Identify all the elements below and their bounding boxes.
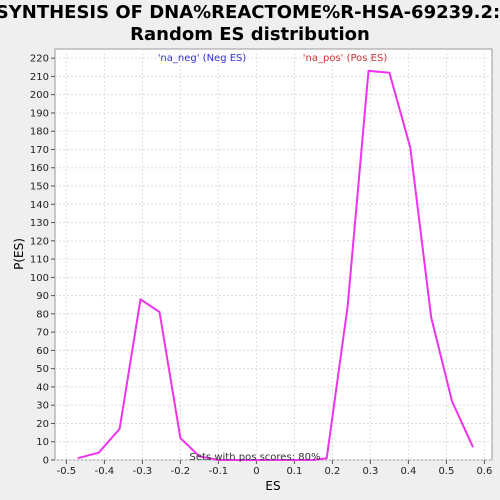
y-tick-label: 130 bbox=[30, 218, 49, 229]
legend-pos: 'na_pos' (Pos ES) bbox=[303, 53, 388, 64]
y-tick-label: 20 bbox=[36, 419, 49, 430]
y-tick-label: 210 bbox=[30, 72, 49, 83]
x-tick-label: 0.2 bbox=[324, 466, 340, 477]
y-tick-label: 170 bbox=[30, 145, 49, 156]
y-tick-label: 190 bbox=[30, 108, 49, 119]
y-tick-label: 10 bbox=[36, 437, 49, 448]
x-tick-label: -0.1 bbox=[209, 466, 229, 477]
pos-score-annotation: Sets with pos scores: 80% bbox=[190, 452, 321, 463]
es-distribution-line bbox=[77, 69, 474, 461]
y-tick-label: 110 bbox=[30, 255, 49, 266]
y-tick-label: 30 bbox=[36, 401, 49, 412]
y-tick-label: 200 bbox=[30, 90, 49, 101]
y-tick-label: 60 bbox=[36, 346, 49, 357]
x-tick-label: 0.5 bbox=[438, 466, 454, 477]
y-tick-label: 40 bbox=[36, 382, 49, 393]
legend-neg: 'na_neg' (Neg ES) bbox=[158, 53, 247, 64]
x-tick-label: -0.5 bbox=[57, 466, 77, 477]
y-tick-label: 160 bbox=[30, 163, 49, 174]
x-tick-label: 0.3 bbox=[362, 466, 378, 477]
y-tick-label: 220 bbox=[30, 54, 49, 65]
x-tick-label: -0.4 bbox=[95, 466, 115, 477]
y-tick-label: 0 bbox=[43, 456, 49, 467]
x-tick-label: 0.6 bbox=[476, 466, 492, 477]
grid-lines bbox=[55, 49, 492, 461]
y-tick-label: 180 bbox=[30, 127, 49, 138]
plot-area bbox=[54, 48, 493, 461]
y-axis-label: P(ES) bbox=[12, 238, 26, 270]
y-tick-label: 70 bbox=[36, 328, 49, 339]
x-tick-label: 0.4 bbox=[400, 466, 416, 477]
x-tick-label: 0.1 bbox=[286, 466, 302, 477]
y-tick-label: 150 bbox=[30, 182, 49, 193]
y-tick-label: 80 bbox=[36, 309, 49, 320]
y-tick-label: 140 bbox=[30, 200, 49, 211]
x-tick-label: 0 bbox=[253, 466, 259, 477]
data-series bbox=[77, 69, 474, 461]
x-tick-label: -0.2 bbox=[171, 466, 191, 477]
y-tick-label: 120 bbox=[30, 236, 49, 247]
chart-title-line-2: Random ES distribution bbox=[130, 24, 370, 45]
chart-title-line-1: SYNTHESIS OF DNA%REACTOME%R-HSA-69239.2: bbox=[0, 2, 500, 23]
x-tick-label: -0.3 bbox=[133, 466, 153, 477]
y-tick-label: 50 bbox=[36, 364, 49, 375]
y-tick-label: 100 bbox=[30, 273, 49, 284]
axis-ticks: -0.5 -0.4 -0.3 -0.2 -0.1 0 0.1 0.2 0.3 0.4 0.5 0.6 0… bbox=[30, 54, 492, 477]
x-axis-label: ES bbox=[265, 479, 280, 493]
y-tick-label: 90 bbox=[36, 291, 49, 302]
